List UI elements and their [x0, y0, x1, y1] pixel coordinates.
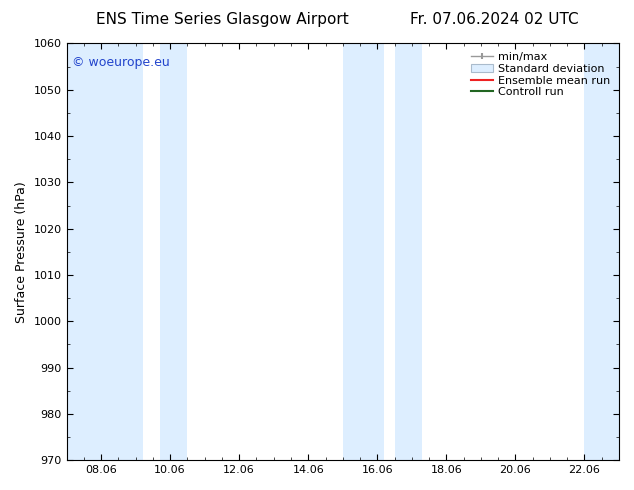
Bar — [394, 44, 422, 460]
Bar — [160, 44, 188, 460]
Bar — [343, 44, 384, 460]
Bar — [585, 44, 634, 460]
Text: © woeurope.eu: © woeurope.eu — [72, 56, 170, 69]
Y-axis label: Surface Pressure (hPa): Surface Pressure (hPa) — [15, 181, 28, 323]
Legend: min/max, Standard deviation, Ensemble mean run, Controll run: min/max, Standard deviation, Ensemble me… — [468, 49, 614, 101]
Text: Fr. 07.06.2024 02 UTC: Fr. 07.06.2024 02 UTC — [410, 12, 579, 27]
Bar — [67, 44, 143, 460]
Text: ENS Time Series Glasgow Airport: ENS Time Series Glasgow Airport — [96, 12, 348, 27]
